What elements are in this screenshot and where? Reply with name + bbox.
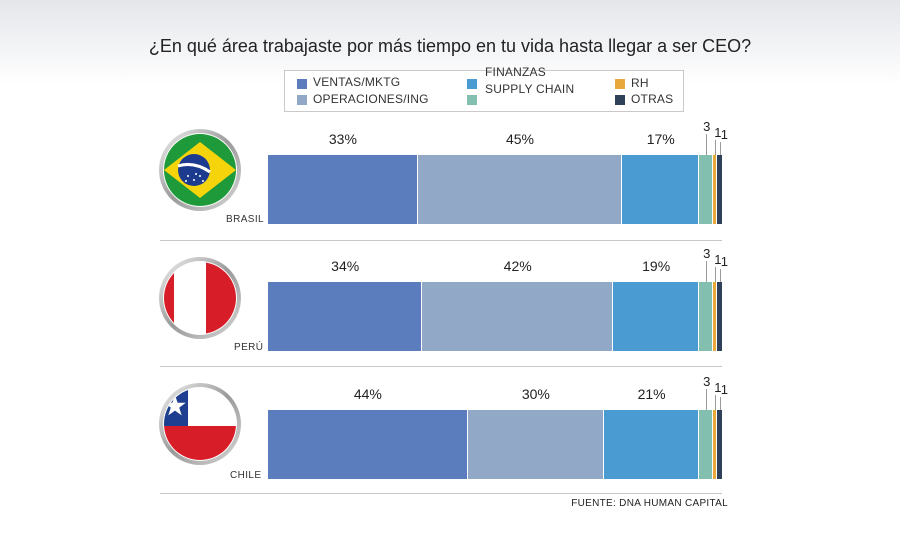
data-label-brasil-2: 17% <box>646 131 675 147</box>
legend-label-otras: OTRAS <box>631 92 674 106</box>
legend-label-rh: RH <box>631 76 649 90</box>
data-label-small-perú-5: 1 <box>720 254 728 269</box>
data-label-small-perú-4: 1 <box>714 252 722 267</box>
legend-swatch-ventas <box>297 79 307 89</box>
bar-perú-supply-chain <box>699 282 712 351</box>
leader-line-chile-4 <box>715 395 717 410</box>
country-label-brasil: BRASIL <box>226 214 264 225</box>
legend-label-supply: SUPPLY CHAIN <box>485 82 575 96</box>
leader-line-brasil-5 <box>719 142 721 155</box>
bar-brasil-otras <box>717 155 722 224</box>
legend-label-finanzas: FINANZAS <box>485 65 546 79</box>
chart-title: ¿En qué área trabajaste por más tiempo e… <box>148 36 752 56</box>
legend-swatch-supply <box>467 95 477 105</box>
bar-chile-supply-chain <box>699 410 712 479</box>
data-label-small-brasil-4: 1 <box>714 125 722 140</box>
country-label-peru: PERÚ <box>234 342 264 353</box>
row-divider-1 <box>160 240 722 241</box>
legend: VENTAS/MKTG OPERACIONES/ING FINANZAS SUP… <box>284 65 684 112</box>
bar-chile-finanzas <box>603 410 699 479</box>
legend-swatch-otras <box>615 95 625 105</box>
data-label-small-brasil-3: 3 <box>703 119 711 134</box>
data-label-chile-2: 21% <box>637 386 666 402</box>
bar-perú-rh <box>712 282 717 351</box>
row-divider-2 <box>160 366 722 367</box>
peru-flag-icon <box>158 256 242 340</box>
legend-swatch-operaciones <box>297 95 307 105</box>
bar-brasil-operaciones-ing <box>417 155 622 224</box>
bar-perú-otras <box>717 282 722 351</box>
data-label-small-chile-3: 3 <box>703 374 711 389</box>
data-label-chile-1: 30% <box>521 386 550 402</box>
leader-line-perú-5 <box>719 269 721 282</box>
bar-perú-operaciones-ing <box>422 282 613 351</box>
data-label-perú-1: 42% <box>503 258 532 274</box>
data-label-chile-0: 44% <box>353 386 382 402</box>
bar-perú-ventas-mktg <box>268 282 422 351</box>
data-label-small-brasil-5: 1 <box>720 127 728 142</box>
legend-swatch-rh <box>615 79 625 89</box>
legend-swatch-finanzas <box>467 79 477 89</box>
data-label-small-chile-5: 1 <box>720 382 728 397</box>
bar-perú-finanzas <box>613 282 699 351</box>
leader-line-brasil-3 <box>706 134 708 155</box>
chile-flag-icon <box>158 382 242 466</box>
data-label-small-perú-3: 3 <box>703 246 711 261</box>
leader-line-chile-5 <box>719 397 721 410</box>
bar-chile-otras <box>717 410 722 479</box>
leader-line-chile-3 <box>706 389 708 410</box>
data-label-brasil-0: 33% <box>328 131 357 147</box>
data-label-small-chile-4: 1 <box>714 380 722 395</box>
bar-brasil-finanzas <box>622 155 699 224</box>
data-label-brasil-1: 45% <box>505 131 534 147</box>
bar-brasil-supply-chain <box>699 155 712 224</box>
country-label-chile: CHILE <box>230 470 262 481</box>
data-label-perú-0: 34% <box>331 258 360 274</box>
row-divider-3 <box>160 493 722 494</box>
bar-brasil-ventas-mktg <box>268 155 417 224</box>
bar-chile-operaciones-ing <box>467 410 603 479</box>
bar-brasil-rh <box>712 155 717 224</box>
leader-line-perú-4 <box>715 267 717 282</box>
legend-label-ventas: VENTAS/MKTG <box>313 75 401 89</box>
brazil-flag-icon <box>158 128 242 212</box>
legend-label-operaciones: OPERACIONES/ING <box>313 92 429 106</box>
data-label-perú-2: 19% <box>642 258 671 274</box>
source-note: FUENTE: DNA HUMAN CAPITAL <box>571 498 728 509</box>
bar-chile-ventas-mktg <box>268 410 467 479</box>
leader-line-brasil-4 <box>715 140 717 155</box>
bar-chile-rh <box>712 410 717 479</box>
leader-line-perú-3 <box>706 261 708 282</box>
